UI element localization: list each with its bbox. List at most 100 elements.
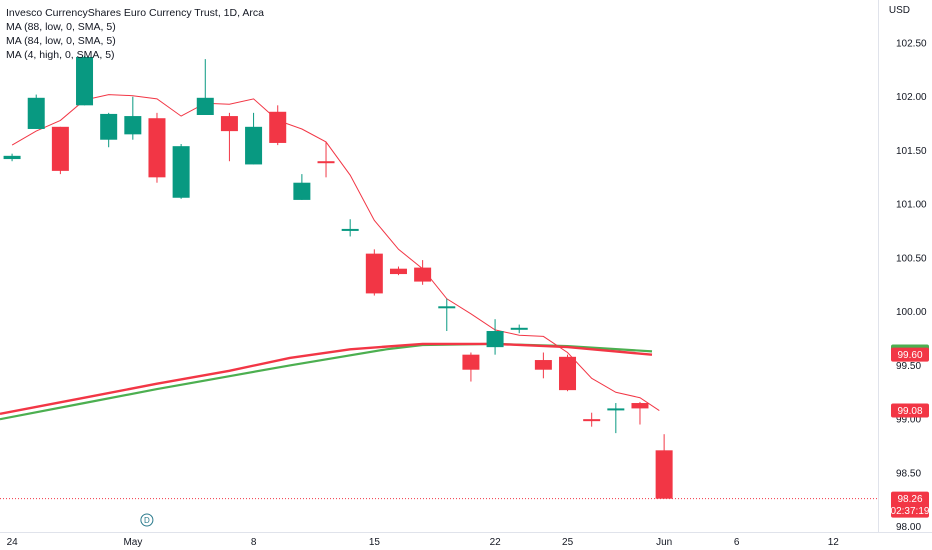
candle bbox=[27, 94, 45, 129]
candle bbox=[220, 112, 238, 162]
candle bbox=[389, 266, 407, 276]
candle-body bbox=[534, 360, 552, 370]
candle-body bbox=[510, 327, 528, 330]
price-tick-label: 98.50 bbox=[896, 468, 921, 479]
time-tick-label: May bbox=[123, 537, 142, 548]
time-tick-label: 25 bbox=[562, 537, 574, 548]
candle bbox=[510, 324, 528, 334]
candle bbox=[631, 401, 649, 425]
candle bbox=[414, 260, 432, 285]
candle-body bbox=[607, 408, 625, 411]
candle-body bbox=[124, 116, 142, 135]
price-badge-text: 99.08 bbox=[897, 406, 922, 417]
candle bbox=[559, 354, 577, 392]
price-tick-label: 101.00 bbox=[896, 200, 927, 211]
price-tick-label: 99.50 bbox=[896, 361, 921, 372]
candle-body bbox=[51, 126, 69, 171]
candle-body bbox=[341, 228, 359, 231]
legend-ma-84[interactable]: MA (84, low, 0, SMA, 5) bbox=[6, 35, 116, 47]
time-tick-label: 6 bbox=[734, 537, 740, 548]
price-tick-label: 99.00 bbox=[896, 415, 921, 426]
candle bbox=[3, 153, 21, 162]
price-tick-label: 101.50 bbox=[896, 146, 927, 157]
time-tick-label: 8 bbox=[251, 537, 257, 548]
price-tick-label: 102.00 bbox=[896, 92, 927, 103]
candle-body bbox=[317, 161, 335, 164]
candle bbox=[655, 434, 673, 499]
candle bbox=[293, 174, 311, 200]
legend-title[interactable]: Invesco CurrencyShares Euro Currency Tru… bbox=[6, 7, 264, 19]
price-tick-label: 98.00 bbox=[896, 522, 921, 533]
candle bbox=[607, 403, 625, 434]
ma-88-line bbox=[0, 342, 653, 421]
candle bbox=[365, 249, 383, 296]
candle bbox=[486, 319, 504, 355]
dividend-marker: D bbox=[140, 513, 154, 527]
candle-body bbox=[220, 116, 238, 132]
moving-averages bbox=[0, 94, 660, 421]
candle-body bbox=[3, 155, 21, 160]
price-badge-bg bbox=[891, 403, 929, 418]
price-badge-text: 99.60 bbox=[897, 350, 922, 361]
candle-body bbox=[76, 56, 94, 106]
candle-body bbox=[148, 118, 166, 178]
candle bbox=[341, 219, 359, 237]
currency-unit-label: USD bbox=[888, 5, 910, 16]
time-tick-label: 12 bbox=[828, 537, 840, 548]
price-tick-label: 102.50 bbox=[896, 38, 927, 49]
candle-body bbox=[462, 354, 480, 370]
candle-body bbox=[365, 253, 383, 294]
ma-4-line bbox=[11, 94, 660, 412]
countdown-text: 02:37:19 bbox=[891, 506, 930, 517]
last-price-text: 98.26 bbox=[897, 494, 922, 505]
candle-body bbox=[269, 111, 287, 143]
candle bbox=[245, 112, 263, 165]
candles bbox=[3, 55, 673, 499]
candle-body bbox=[245, 126, 263, 165]
candle-body bbox=[559, 356, 577, 391]
candle-body bbox=[293, 182, 311, 200]
price-badge: 99.08 bbox=[891, 403, 929, 418]
candle-body bbox=[655, 450, 673, 499]
dividend-circle bbox=[140, 513, 154, 527]
dividend-label: D bbox=[144, 516, 150, 525]
candle-body bbox=[27, 97, 45, 129]
candle bbox=[51, 126, 69, 175]
candle bbox=[269, 105, 287, 146]
candle bbox=[462, 352, 480, 382]
time-axis: 24 May 8 15 22 25 Jun 6 12 D bbox=[7, 513, 840, 548]
candle-body bbox=[414, 267, 432, 282]
candle bbox=[124, 96, 142, 140]
candle bbox=[534, 352, 552, 379]
last-price-badge-bg bbox=[891, 491, 929, 518]
candle-body bbox=[172, 146, 190, 198]
price-axis: 102.50 102.00 101.50 101.00 100.50 100.00 99.5… bbox=[896, 38, 927, 533]
candle bbox=[317, 141, 335, 178]
candle-body bbox=[583, 419, 601, 422]
legend-ma-88[interactable]: MA (88, low, 0, SMA, 5) bbox=[6, 21, 116, 33]
time-tick-label: 15 bbox=[369, 537, 381, 548]
price-tick-label: 100.50 bbox=[896, 253, 927, 264]
legend-ma-4[interactable]: MA (4, high, 0, SMA, 5) bbox=[6, 49, 115, 61]
candle-body bbox=[486, 331, 504, 348]
candle-body bbox=[196, 97, 214, 115]
candle bbox=[76, 55, 94, 106]
price-tick-label: 100.00 bbox=[896, 307, 927, 318]
candle-body bbox=[438, 306, 456, 309]
candle bbox=[172, 144, 190, 199]
price-badge: 99.60 bbox=[891, 347, 929, 362]
candle bbox=[196, 59, 214, 115]
candle bbox=[438, 298, 456, 332]
ma-84-line bbox=[0, 342, 653, 415]
price-badge-bg bbox=[891, 347, 929, 362]
time-tick-label: 24 bbox=[7, 537, 19, 548]
candle bbox=[148, 112, 166, 183]
candle-body bbox=[631, 403, 649, 409]
chart-legend: Invesco CurrencyShares Euro Currency Tru… bbox=[6, 6, 264, 62]
candle-body bbox=[389, 268, 407, 275]
candle-body bbox=[100, 113, 118, 140]
candle bbox=[583, 412, 601, 427]
